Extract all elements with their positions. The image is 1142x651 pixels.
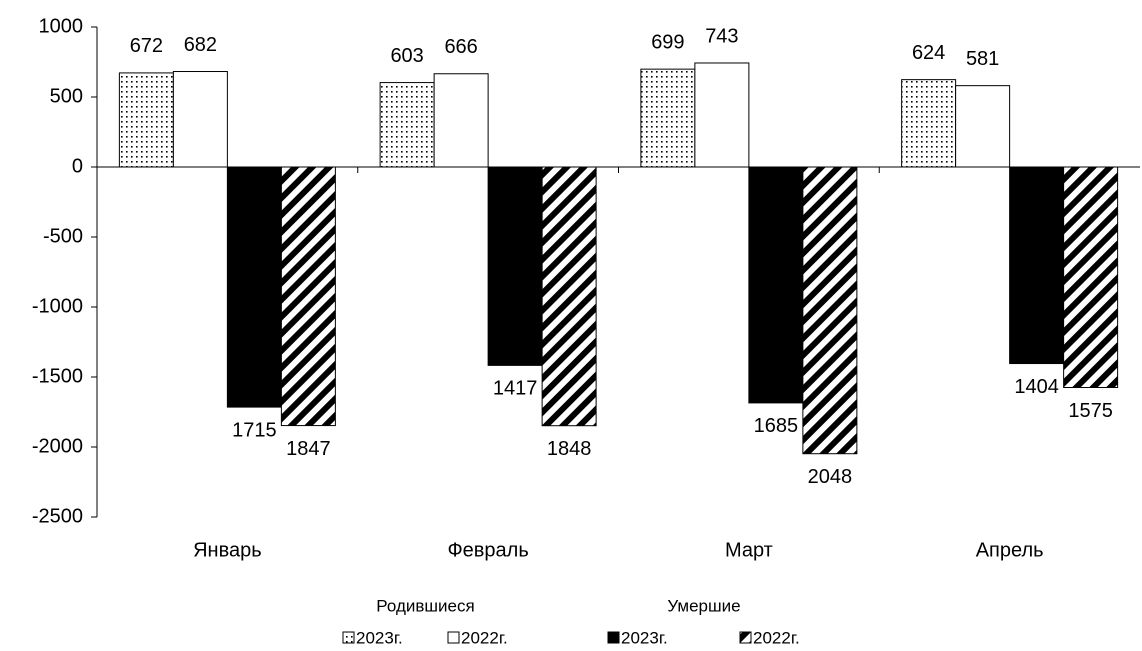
y-tick-label: -500 [43, 225, 83, 247]
data-label: 1715 [232, 419, 277, 441]
legend-label: 2022г. [461, 628, 508, 647]
data-label: 1847 [286, 438, 331, 460]
legend-group-title: Умершие [667, 596, 740, 615]
legend-label: 2022г. [753, 628, 800, 647]
y-tick-label: -2000 [32, 435, 83, 457]
bar [901, 79, 957, 168]
bar [172, 71, 228, 168]
data-label: 743 [705, 25, 738, 47]
data-label: 2048 [808, 466, 853, 488]
legend-label: 2023г. [621, 628, 668, 647]
x-tick-label: Январь [193, 539, 262, 561]
bar [955, 85, 1011, 168]
bar [226, 166, 282, 408]
x-tick-label: Апрель [976, 539, 1044, 561]
y-tick-label: 500 [50, 85, 83, 107]
data-label: 672 [130, 35, 163, 57]
legend-swatch [739, 631, 752, 644]
data-label: 666 [444, 36, 477, 58]
data-label: 1848 [547, 438, 592, 460]
data-label: 1404 [1014, 376, 1059, 398]
bar [118, 72, 174, 168]
bar [1009, 166, 1065, 365]
bar [280, 166, 336, 427]
y-tick-label: -1000 [32, 295, 83, 317]
data-label: 1685 [754, 415, 799, 437]
data-label: 1575 [1068, 400, 1113, 422]
data-label: 603 [390, 45, 423, 67]
bar [802, 166, 858, 455]
bar [541, 166, 597, 427]
y-tick-label: 0 [72, 155, 83, 177]
legend-swatch [607, 631, 620, 644]
bar [379, 82, 435, 168]
y-tick-label: -2500 [32, 505, 83, 527]
data-label: 699 [651, 31, 684, 53]
legend-group-title: Родившиеся [376, 596, 474, 615]
x-tick-label: Март [725, 539, 773, 561]
x-tick-label: Февраль [447, 539, 528, 561]
bar [433, 73, 489, 168]
legend-label: 2023г. [356, 628, 403, 647]
y-tick-label: 1000 [39, 15, 84, 37]
legend-swatch [342, 631, 355, 644]
bar [487, 166, 543, 366]
y-tick-label: -1500 [32, 365, 83, 387]
data-label: 581 [966, 48, 999, 70]
bar [640, 68, 696, 168]
data-label: 624 [912, 42, 945, 64]
bar [748, 166, 804, 404]
data-label: 682 [184, 34, 217, 56]
data-label: 1417 [493, 378, 538, 400]
legend-swatch [447, 631, 460, 644]
bar [1063, 166, 1119, 388]
bar [694, 62, 750, 168]
